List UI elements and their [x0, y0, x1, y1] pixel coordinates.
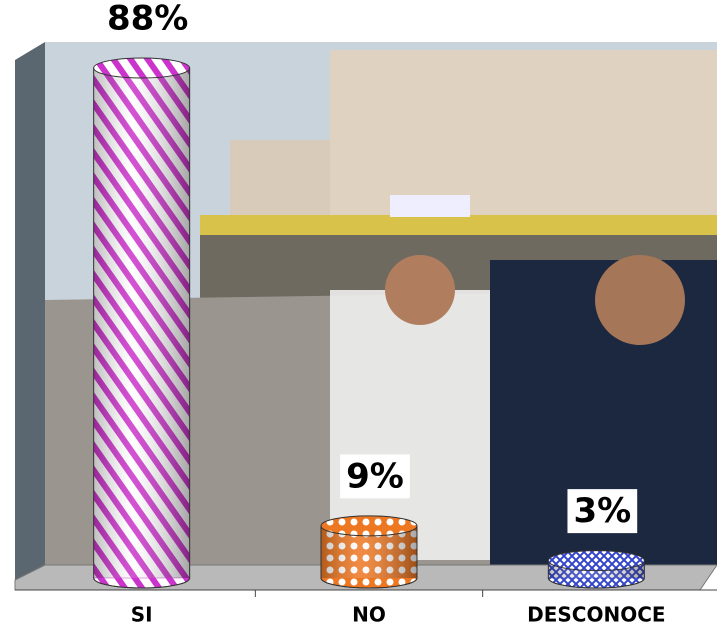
bar-top — [548, 551, 644, 571]
x-tick-label: NO — [352, 603, 386, 627]
x-tick-label: DESCONOCE — [527, 603, 665, 627]
value-label: 88% — [107, 0, 188, 39]
chart: SI 88% NO 9% DESCONOCE 3% — [0, 0, 717, 634]
bar-top — [94, 58, 190, 78]
bar-top — [321, 516, 417, 536]
value-label: 9% — [346, 456, 404, 496]
x-tick-label: SI — [131, 603, 153, 627]
value-label: 3% — [573, 491, 631, 531]
bar-shade — [94, 68, 190, 578]
